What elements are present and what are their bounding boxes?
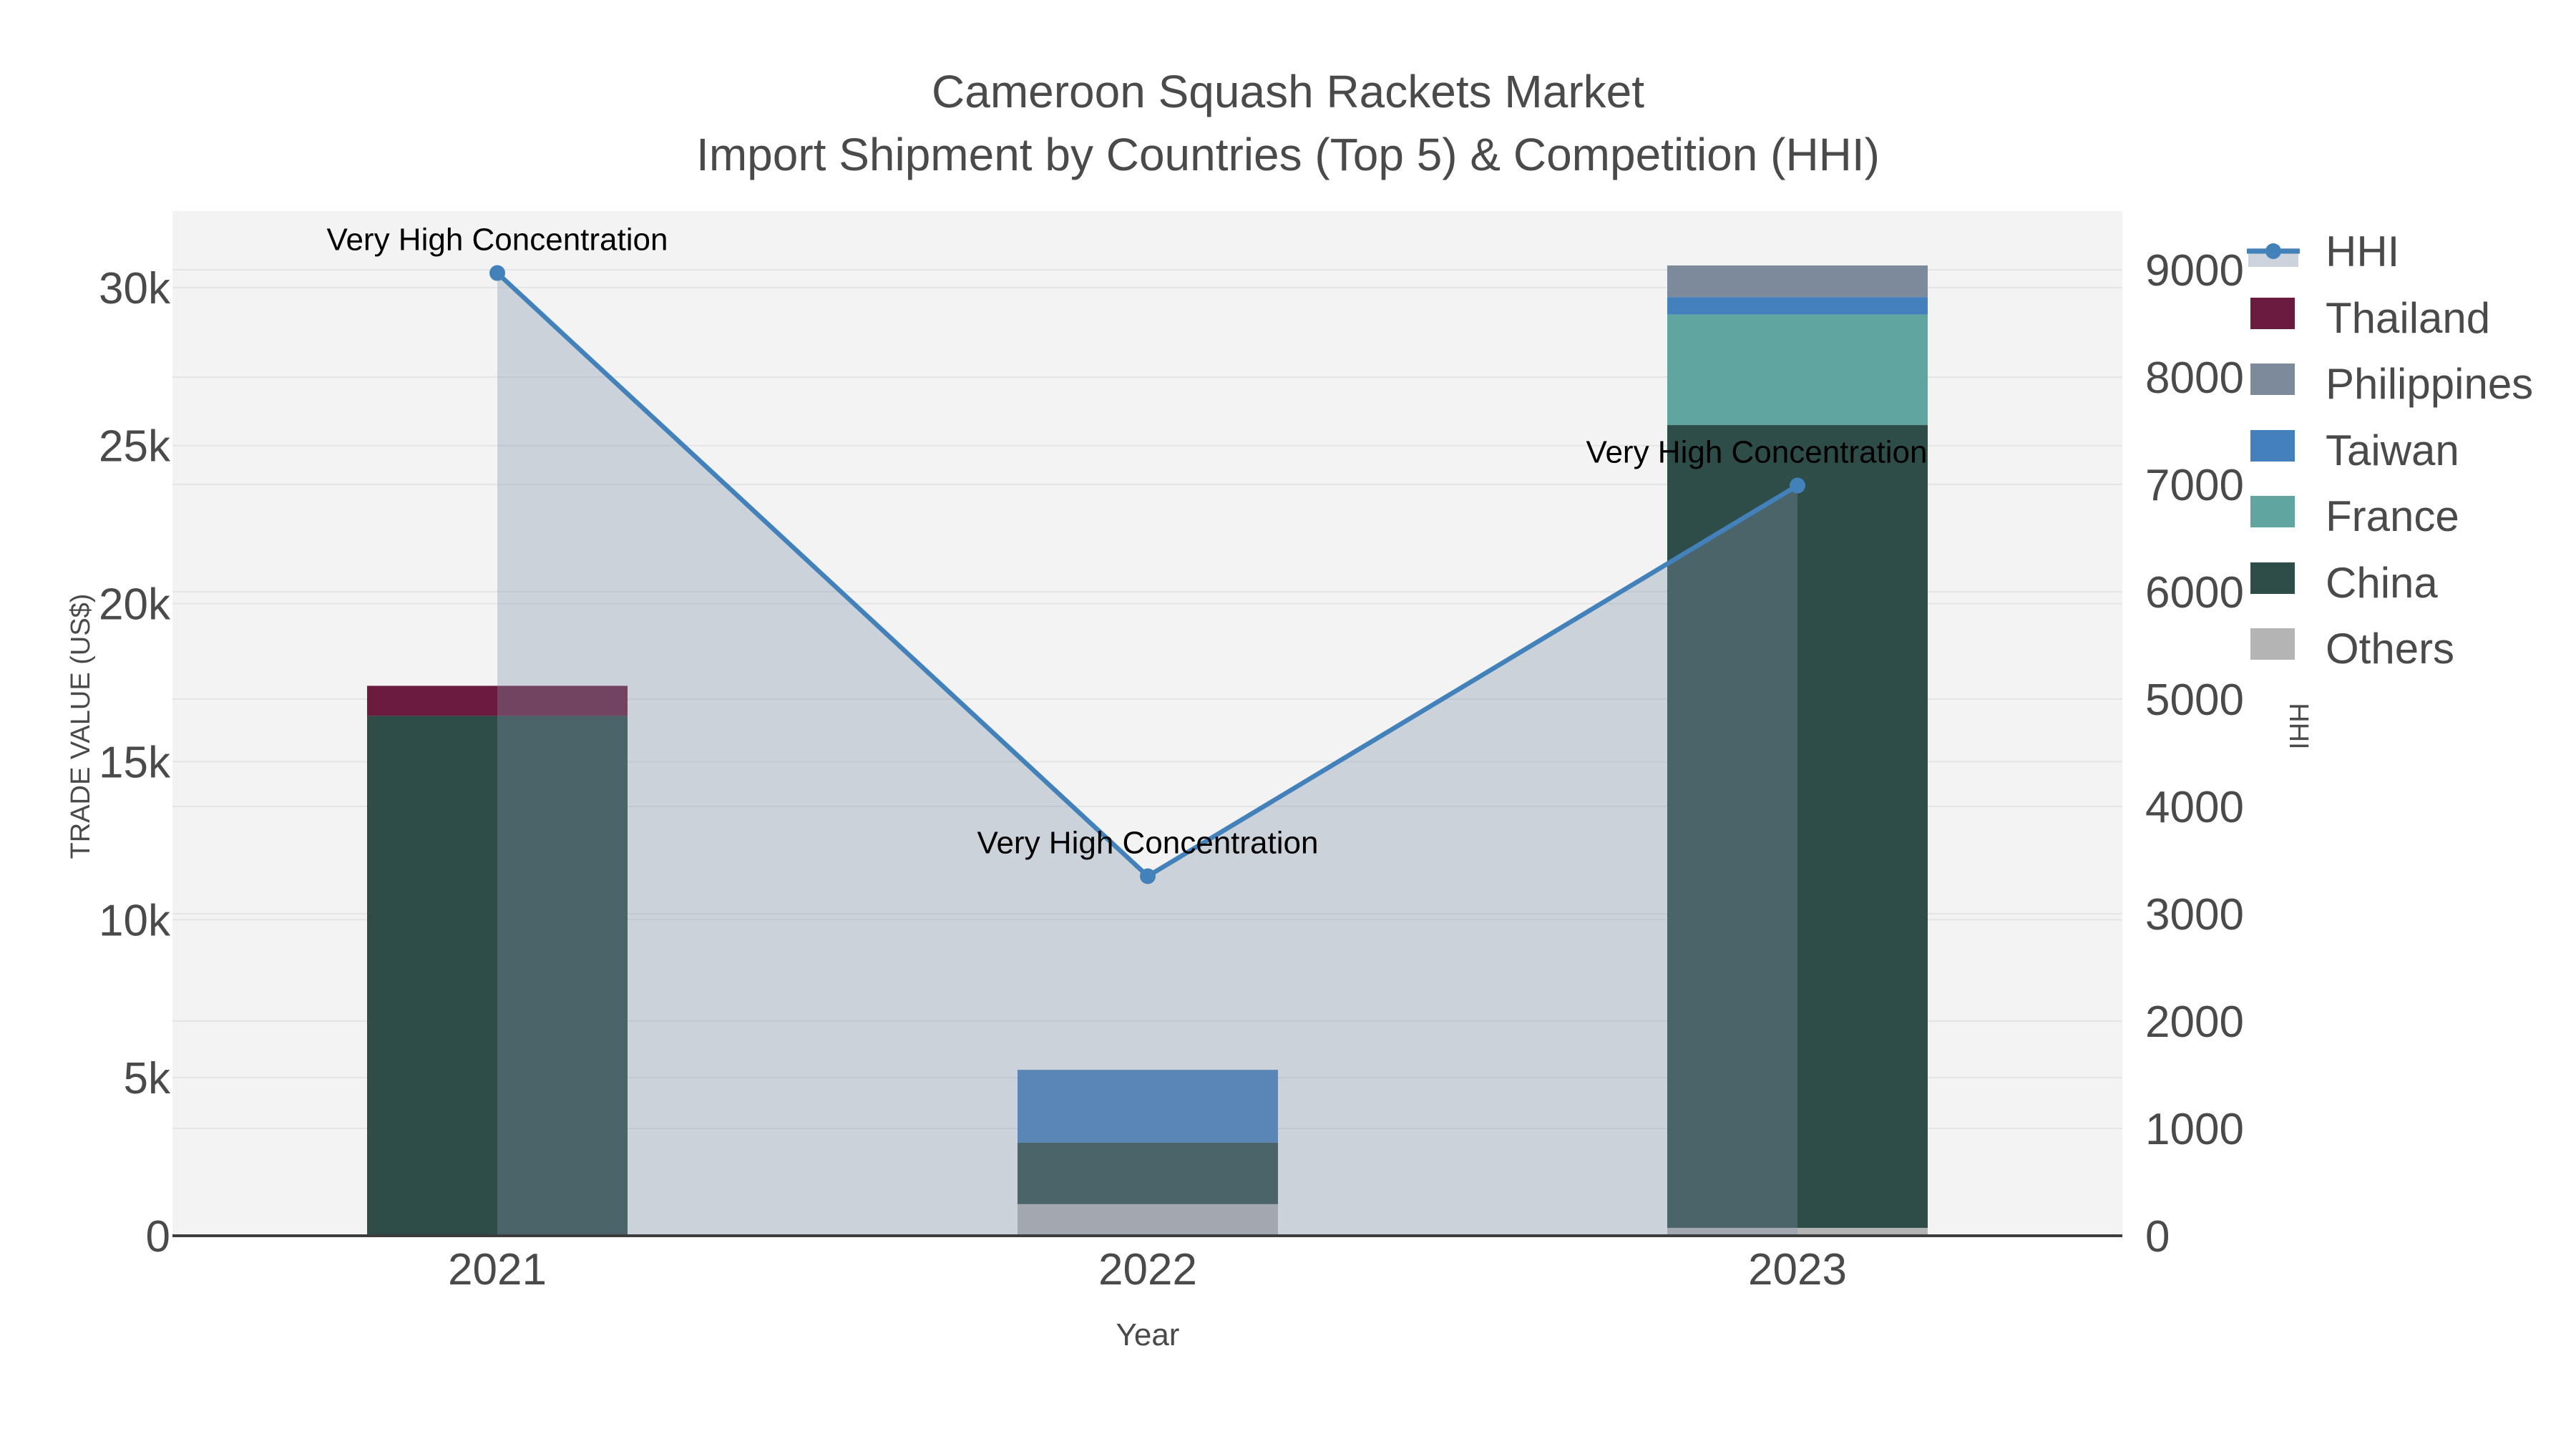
legend-label-france: France xyxy=(2326,492,2459,540)
annotation-2023: Very High Concentration xyxy=(1586,435,1928,470)
right-axis-tick-4000: 4000 xyxy=(2145,783,2244,832)
annotation-2022: Very High Concentration xyxy=(977,826,1319,861)
left-axis-tick-30k: 30k xyxy=(99,264,171,313)
x-axis-tick-2021: 2021 xyxy=(448,1245,547,1294)
left-axis-tick-10k: 10k xyxy=(99,896,171,945)
legend-swatch-france xyxy=(2250,496,2295,527)
legend-swatch-taiwan xyxy=(2250,430,2295,462)
bar-segment-china-2021[interactable] xyxy=(367,716,628,1236)
right-axis-tick-9000: 9000 xyxy=(2145,246,2244,296)
left-axis-tick-15k: 15k xyxy=(99,738,171,787)
right-axis-title: HHI xyxy=(2283,703,2313,749)
legend-item-philippines[interactable]: Philippines xyxy=(2250,360,2533,408)
bar-segment-taiwan-2022[interactable] xyxy=(1018,1070,1278,1143)
right-axis-tick-7000: 7000 xyxy=(2145,461,2244,510)
hhi-marker-2023[interactable] xyxy=(1790,477,1805,494)
bar-segment-france-2023[interactable] xyxy=(1667,314,1928,426)
left-axis-tick-0: 0 xyxy=(146,1212,170,1262)
legend-item-thailand[interactable]: Thailand xyxy=(2250,294,2490,342)
left-axis-tick-20k: 20k xyxy=(99,580,171,630)
left-axis-tick-25k: 25k xyxy=(99,422,171,472)
legend-label-others: Others xyxy=(2326,625,2454,673)
right-axis-tick-2000: 2000 xyxy=(2145,997,2244,1047)
right-axis-tick-0: 0 xyxy=(2145,1212,2170,1262)
hhi-marker-2022[interactable] xyxy=(1140,868,1156,884)
legend-swatch-china xyxy=(2250,562,2295,594)
bar-segment-others-2022[interactable] xyxy=(1018,1204,1278,1236)
legend-item-others[interactable]: Others xyxy=(2250,625,2454,673)
bar-segment-china-2023[interactable] xyxy=(1667,425,1928,1228)
left-axis-title: TRADE VALUE (US$) xyxy=(66,594,96,859)
hhi-marker-2021[interactable] xyxy=(489,265,505,281)
bar-segment-thailand-2021[interactable] xyxy=(367,686,628,716)
left-axis-tick-5k: 5k xyxy=(124,1054,171,1103)
x-axis-title: Year xyxy=(1116,1317,1180,1352)
legend-item-france[interactable]: France xyxy=(2250,492,2459,540)
right-axis-tick-1000: 1000 xyxy=(2145,1105,2244,1154)
legend-item-china[interactable]: China xyxy=(2250,559,2438,607)
hhi-area-fill xyxy=(497,273,1797,1236)
legend-swatch-others xyxy=(2250,628,2295,660)
x-axis-tick-2023: 2023 xyxy=(1748,1245,1847,1294)
chart-title-line1: Cameroon Squash Rackets Market xyxy=(932,66,1644,117)
right-axis-tick-3000: 3000 xyxy=(2145,890,2244,940)
annotation-2021: Very High Concentration xyxy=(327,223,668,258)
legend-label-hhi: HHI xyxy=(2326,228,2399,275)
legend-swatch-thailand xyxy=(2250,298,2295,329)
right-axis-tick-8000: 8000 xyxy=(2145,353,2244,403)
legend-label-thailand: Thailand xyxy=(2326,294,2490,342)
legend-label-philippines: Philippines xyxy=(2326,360,2533,408)
legend-item-taiwan[interactable]: Taiwan xyxy=(2250,426,2459,474)
bar-segment-others-2023[interactable] xyxy=(1667,1227,1928,1236)
legend-label-china: China xyxy=(2326,559,2438,607)
legend-hhi-marker-icon xyxy=(2265,243,2281,259)
bar-segment-taiwan-2023[interactable] xyxy=(1667,297,1928,315)
x-axis-tick-2022: 2022 xyxy=(1098,1245,1197,1294)
right-axis-tick-5000: 5000 xyxy=(2145,675,2244,725)
legend-label-taiwan: Taiwan xyxy=(2326,426,2459,474)
chart-title-line2: Import Shipment by Countries (Top 5) & C… xyxy=(696,129,1880,180)
legend-swatch-philippines xyxy=(2250,364,2295,395)
right-axis-tick-6000: 6000 xyxy=(2145,568,2244,618)
bar-segment-china-2022[interactable] xyxy=(1018,1142,1278,1204)
legend-item-hhi[interactable]: HHI xyxy=(2247,228,2399,275)
bar-segment-philippines-2023[interactable] xyxy=(1667,265,1928,298)
